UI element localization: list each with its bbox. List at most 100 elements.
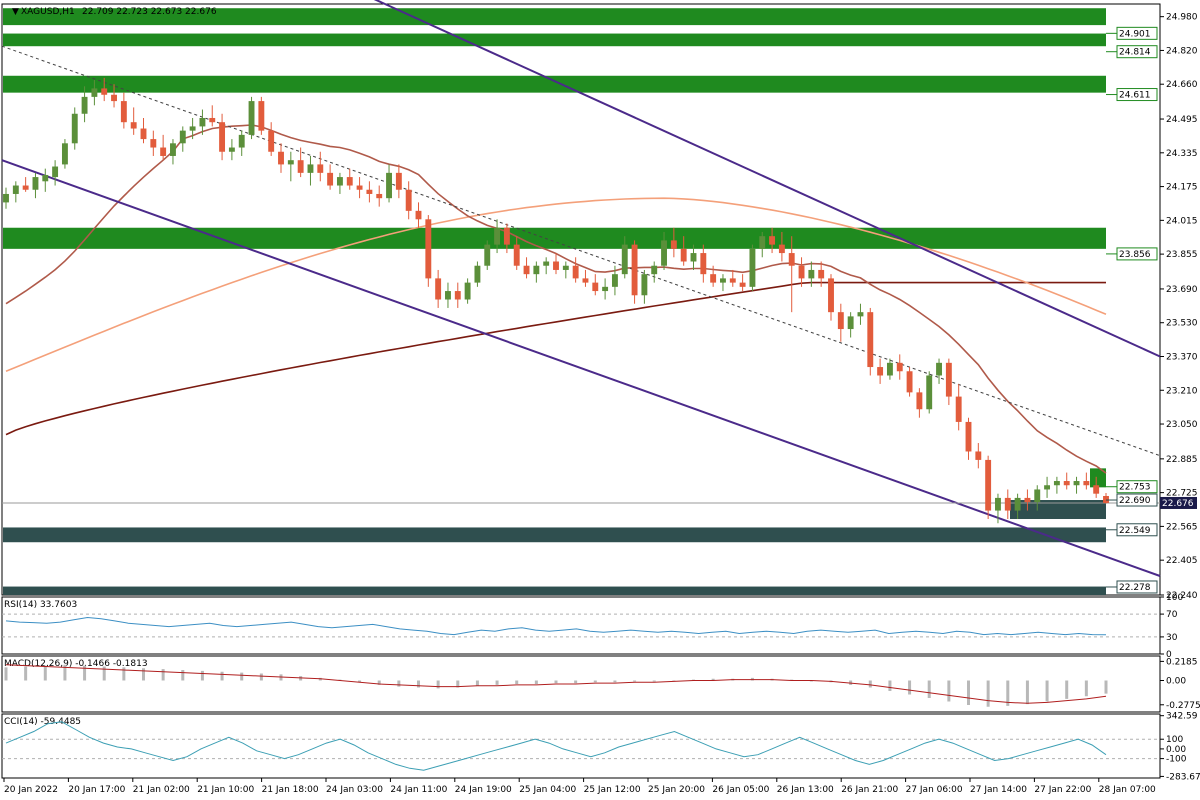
y-tick-label: 24.175 [1166, 183, 1198, 193]
x-tick-label: 25 Jan 20:00 [648, 785, 705, 795]
collapse-triangle-icon[interactable]: ▼ [12, 7, 19, 17]
candle-body [61, 143, 68, 165]
candle-body [336, 177, 343, 186]
level-label: 24.814 [1119, 48, 1151, 58]
channel-lower-line [1, 159, 1161, 577]
candle-body [680, 248, 687, 262]
panel-y-tick-label: 100 [1166, 735, 1183, 745]
macd-hist-bar [122, 667, 126, 681]
panel-y-tick-label: 100 [1166, 593, 1183, 603]
channel-mid-dashed-line [1, 45, 1161, 457]
candle-body [985, 459, 992, 511]
macd-panel[interactable]: MACD(12,26,9) -0.1466 -0.1813 0.2185 0.00 -… [1, 655, 1200, 713]
y-tick-label: 23.050 [1166, 420, 1198, 430]
candle-body [936, 362, 942, 376]
candle-body [228, 147, 235, 152]
level-label: 22.690 [1119, 496, 1151, 506]
macd-hist-bar [377, 680, 381, 685]
y-tick-label: 24.980 [1166, 13, 1198, 23]
macd-hist-bar [240, 672, 244, 681]
zone-rect [3, 527, 1106, 543]
candle-body [3, 193, 9, 203]
candle-body [130, 122, 137, 129]
candle-body [621, 244, 628, 275]
candle-body [769, 236, 776, 245]
candle-body [965, 421, 972, 452]
ohlc-readout: 22.709 22.723 22.673 22.676 [82, 7, 217, 17]
candle-body [120, 101, 127, 123]
macd-hist-bar [711, 678, 715, 681]
panel-y-tick-label: 0.00 [1166, 677, 1186, 687]
y-tick-label: 23.210 [1166, 386, 1198, 396]
x-tick-label: 28 Jan 07:00 [1099, 785, 1156, 795]
candle-body [1053, 481, 1060, 486]
panel-frame [1, 655, 1161, 713]
candle-body [317, 164, 324, 173]
candle-body [425, 219, 432, 279]
x-tick-label: 25 Jan 04:00 [519, 785, 576, 795]
zone-rect [3, 8, 1106, 26]
candle-body [268, 130, 275, 152]
macd-hist-bar [475, 680, 479, 686]
candle-body [759, 236, 766, 249]
candle-body [995, 497, 1001, 511]
panel-title: RSI(14) 33.7603 [4, 600, 77, 610]
candle-body [808, 269, 815, 279]
candle-body [52, 166, 59, 178]
macd-hist-bar [63, 664, 67, 681]
symbol-title: XAGUSD,H1 [21, 7, 75, 17]
panel-title: MACD(12,26,9) -0.1466 -0.1813 [4, 659, 148, 669]
x-tick-label: 25 Jan 12:00 [584, 785, 641, 795]
macd-hist-bar [397, 680, 401, 687]
candle-body [720, 278, 726, 283]
candle-body [1034, 489, 1041, 503]
x-tick-label: 24 Jan 11:00 [390, 785, 447, 795]
panel-y-tick-label: 70 [1166, 610, 1178, 620]
candle-body [297, 160, 304, 173]
candle-body [690, 253, 697, 262]
panel-title: CCI(14) -59.4485 [4, 717, 81, 727]
rsi-panel[interactable]: RSI(14) 33.7603 100 70 30 0 [1, 593, 1183, 660]
y-tick-label: 24.495 [1166, 115, 1198, 125]
main-price-chart[interactable]: 24.980 24.820 24.660 24.495 24.335 24.175 24.0… [0, 0, 1198, 601]
macd-hist-bar [456, 680, 460, 688]
x-tick-label: 24 Jan 19:00 [455, 785, 512, 795]
candle-body [454, 291, 461, 300]
candle-body [386, 172, 392, 199]
candle-body [857, 312, 864, 317]
candle-body [179, 130, 186, 144]
candle-body [1024, 497, 1031, 503]
candle-body [327, 172, 334, 186]
x-tick-label: 27 Jan 06:00 [906, 785, 963, 795]
candle-body [170, 143, 176, 156]
zone-rect [3, 33, 1106, 47]
macd-hist-bar [4, 667, 8, 681]
candle-body [484, 244, 491, 266]
candle-body [955, 396, 962, 422]
candle-body [513, 244, 520, 266]
macd-hist-bar [554, 680, 558, 684]
x-tick-label: 20 Jan 2022 [4, 785, 58, 795]
y-tick-label: 24.015 [1166, 216, 1198, 226]
candle-body [1073, 481, 1080, 486]
x-tick-label: 21 Jan 10:00 [197, 785, 254, 795]
macd-hist-bar [908, 680, 912, 695]
x-tick-label: 21 Jan 02:00 [133, 785, 190, 795]
candle-body [140, 128, 147, 140]
macd-hist-bar [1025, 680, 1029, 705]
y-tick-label: 22.405 [1166, 556, 1198, 566]
candle-body [700, 253, 707, 275]
candle-body [1103, 496, 1109, 503]
candle-body [602, 286, 609, 292]
candle-body [523, 265, 530, 275]
zone-rect [3, 227, 1106, 249]
candle-body [877, 367, 884, 376]
candle-body [278, 151, 284, 165]
x-tick-label: 27 Jan 22:00 [1034, 785, 1091, 795]
level-label: 24.611 [1119, 91, 1151, 101]
candle-body [926, 375, 933, 410]
y-tick-label: 23.370 [1166, 352, 1198, 362]
ma-mid-line [5, 197, 1107, 373]
